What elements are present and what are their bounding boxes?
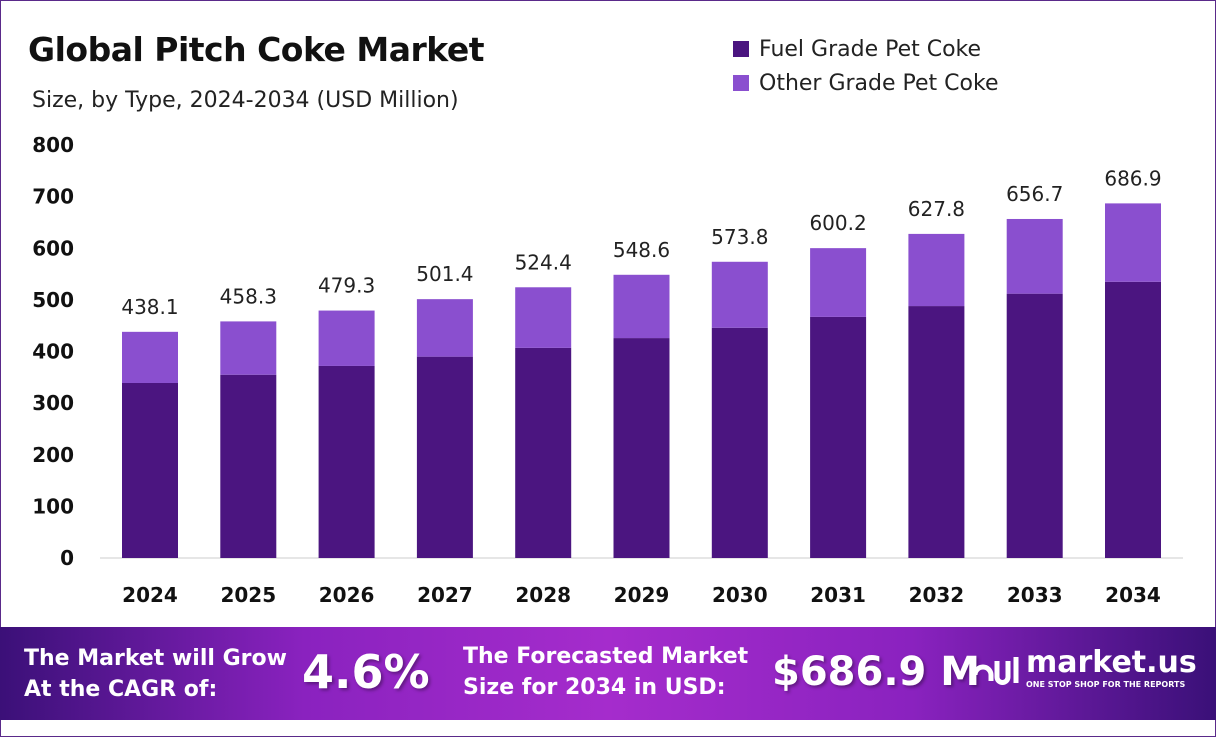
bar-other-2024 (122, 331, 178, 383)
legend-label: Other Grade Pet Coke (759, 70, 999, 96)
bar-fuel-2028 (515, 347, 572, 558)
bar-chart: 0 100 200 300 400 500 600 700 800 438.1 2024 458.3 2… (32, 133, 1183, 607)
legend-swatch (733, 41, 749, 57)
total-label: 524.4 (515, 250, 572, 274)
y-tick-label: 700 (32, 185, 74, 209)
legend: Fuel Grade Pet Coke Other Grade Pet Coke (733, 32, 998, 100)
forecast-label-line: Size for 2034 in USD: (463, 675, 726, 700)
logo-tagline: ONE STOP SHOP FOR THE REPORTS (1026, 680, 1186, 689)
x-tick-label: 2030 (712, 583, 768, 607)
bar-fuel-2024 (122, 382, 178, 558)
chart-subtitle: Size, by Type, 2024-2034 (USD Million) (32, 88, 459, 113)
x-tick-label: 2031 (810, 583, 866, 607)
x-tick-label: 2024 (122, 583, 178, 607)
bar-other-2031 (810, 248, 867, 317)
logo-text: market.us (1026, 645, 1197, 680)
legend-label: Fuel Grade Pet Coke (759, 36, 982, 62)
total-label: 479.3 (318, 274, 375, 298)
total-label: 548.6 (613, 238, 670, 262)
bar-fuel-2031 (810, 316, 867, 558)
y-tick-label: 800 (32, 133, 74, 157)
legend-swatch (733, 75, 749, 91)
chart-title: Global Pitch Coke Market (28, 30, 485, 69)
cagr-label-line: At the CAGR of: (24, 677, 218, 702)
total-label: 686.9 (1104, 166, 1161, 190)
total-label: 458.3 (220, 284, 277, 308)
total-label: 627.8 (908, 197, 965, 221)
bar-fuel-2033 (1006, 293, 1063, 558)
market-us-logo: market.us ONE STOP SHOP FOR THE REPORTS (972, 647, 1197, 690)
x-tick-label: 2033 (1007, 583, 1063, 607)
x-tick-label: 2026 (319, 583, 375, 607)
bar-other-2026 (318, 310, 375, 366)
total-label: 438.1 (121, 295, 178, 319)
y-tick-label: 200 (32, 443, 74, 467)
bar-fuel-2027 (416, 356, 473, 558)
forecast-label: The Forecasted Market Size for 2034 in U… (463, 641, 748, 703)
y-tick-label: 500 (32, 288, 74, 312)
cagr-label: The Market will Grow At the CAGR of: (24, 643, 287, 705)
total-label: 600.2 (809, 211, 866, 235)
x-tick-label: 2027 (417, 583, 473, 607)
bar-other-2030 (711, 261, 768, 328)
x-tick-label: 2025 (220, 583, 276, 607)
bar-fuel-2025 (220, 374, 277, 558)
y-tick-label: 600 (32, 236, 74, 260)
bar-other-2027 (416, 299, 473, 357)
legend-item-fuel: Fuel Grade Pet Coke (733, 32, 998, 66)
bar-fuel-2032 (908, 306, 965, 558)
forecast-label-line: The Forecasted Market (463, 644, 749, 669)
cagr-value: 4.6% (302, 645, 430, 699)
bar-other-2034 (1105, 203, 1161, 282)
y-tick-label: 100 (32, 494, 74, 518)
y-tick-label: 0 (60, 546, 74, 570)
total-label: 573.8 (711, 225, 768, 249)
bar-other-2033 (1006, 218, 1063, 294)
x-tick-label: 2034 (1105, 583, 1161, 607)
total-label: 501.4 (416, 262, 473, 286)
bar-other-2032 (908, 233, 965, 307)
summary-banner: The Market will Grow At the CAGR of: 4.6… (0, 627, 1216, 720)
bar-fuel-2034 (1105, 281, 1161, 558)
logo-icon (972, 656, 1019, 685)
x-tick-label: 2028 (515, 583, 571, 607)
total-label: 656.7 (1006, 182, 1063, 206)
forecast-value: $686.9 M (772, 649, 981, 695)
y-tick-label: 300 (32, 391, 74, 415)
legend-item-other: Other Grade Pet Coke (733, 66, 998, 100)
bar-fuel-2026 (318, 365, 375, 558)
y-tick-label: 400 (32, 340, 74, 364)
x-tick-label: 2032 (909, 583, 965, 607)
cagr-label-line: The Market will Grow (24, 646, 287, 671)
bar-other-2025 (220, 321, 277, 375)
bar-other-2028 (515, 287, 572, 348)
bar-fuel-2029 (613, 338, 670, 558)
x-tick-label: 2029 (614, 583, 670, 607)
bar-fuel-2030 (711, 327, 768, 558)
bar-other-2029 (613, 274, 670, 339)
